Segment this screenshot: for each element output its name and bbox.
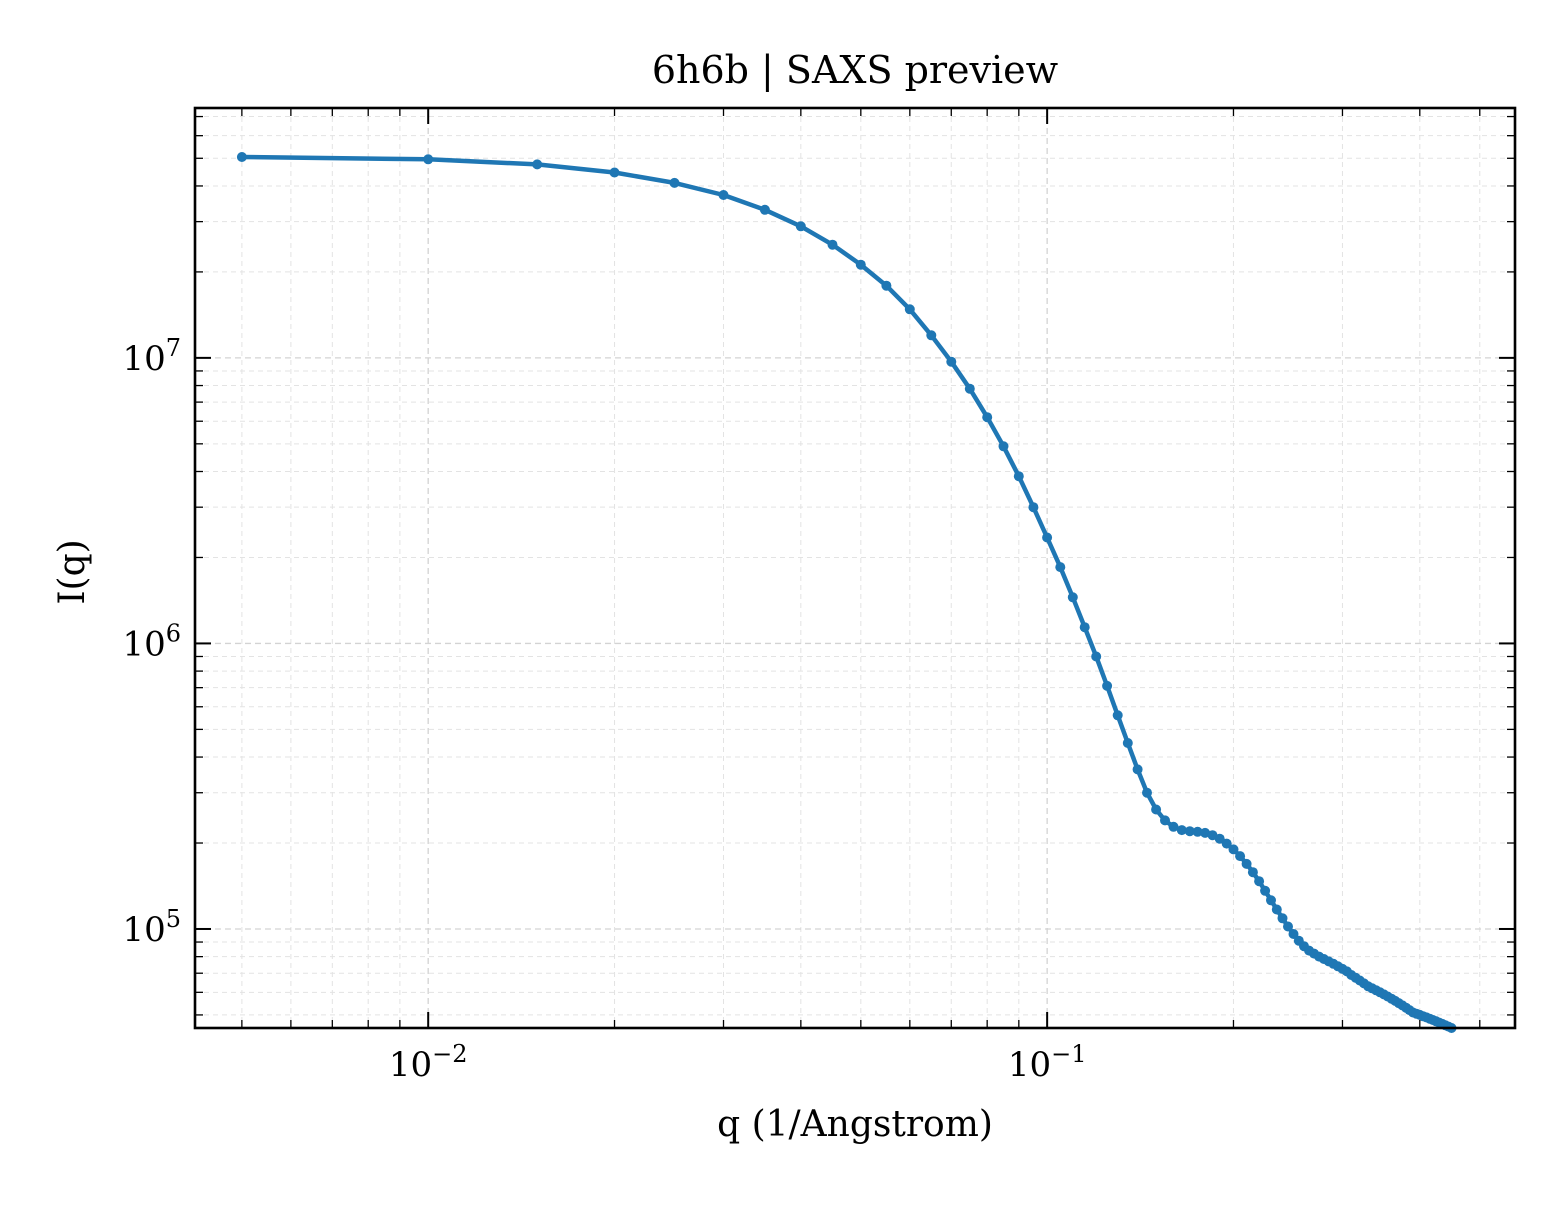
data-point xyxy=(1079,622,1090,633)
data-point xyxy=(669,177,680,188)
grid xyxy=(195,108,1515,1028)
data-point xyxy=(1042,532,1053,543)
chart-title: 6h6b | SAXS preview xyxy=(652,48,1059,92)
data-point xyxy=(1221,838,1232,849)
data-point xyxy=(1228,844,1239,855)
x-tick-exponent: −2 xyxy=(432,1040,467,1068)
data-point xyxy=(1028,502,1039,513)
data-point xyxy=(1176,825,1187,836)
data-point xyxy=(1013,471,1024,482)
axis-ticks xyxy=(195,108,1515,1028)
data-point xyxy=(1260,885,1271,896)
data-point xyxy=(423,154,434,165)
data-point xyxy=(946,356,957,367)
data-point xyxy=(926,330,937,341)
data-point xyxy=(1160,815,1170,826)
data-point xyxy=(1112,710,1123,721)
data-point xyxy=(1235,851,1246,862)
data-point xyxy=(1277,913,1288,924)
data-point xyxy=(1283,921,1293,932)
x-axis-label: q (1/Angstrom) xyxy=(717,1104,993,1145)
data-point xyxy=(904,304,915,315)
data-point xyxy=(1266,895,1276,906)
data-point xyxy=(982,412,993,423)
data-point xyxy=(1288,929,1299,939)
data-point xyxy=(1102,680,1113,691)
data-point xyxy=(1091,651,1102,662)
x-tick-label: 10−2 xyxy=(389,1040,468,1085)
data-point xyxy=(236,152,247,162)
data-point xyxy=(1067,592,1078,603)
data-point xyxy=(964,383,975,394)
x-tick-exponent: −1 xyxy=(1051,1040,1086,1068)
y-tick-label: 107 xyxy=(122,334,181,379)
data-point xyxy=(1055,562,1066,573)
x-tick-label: 10−1 xyxy=(1008,1040,1087,1085)
y-tick-label: 105 xyxy=(122,905,181,950)
y-tick-label: 106 xyxy=(122,619,181,664)
data-point xyxy=(532,159,543,170)
data-point xyxy=(1247,867,1258,878)
data-point xyxy=(1132,764,1143,775)
data-point xyxy=(1122,738,1133,748)
y-tick-exponent: 7 xyxy=(166,334,181,362)
data-point xyxy=(1142,787,1152,798)
x-tick-labels: 10−2 10−1 xyxy=(389,1040,1087,1085)
data-point xyxy=(1184,826,1195,837)
y-tick-exponent: 5 xyxy=(166,905,181,933)
data-point xyxy=(759,204,770,215)
y-tick-exponent: 6 xyxy=(166,619,181,647)
data-point xyxy=(1214,833,1225,844)
data-point xyxy=(827,239,838,250)
data-point xyxy=(1241,858,1252,869)
data-point xyxy=(881,280,892,291)
data-point xyxy=(1192,826,1203,837)
data-point xyxy=(855,259,866,270)
data-point xyxy=(718,190,729,200)
y-axis-label: I(q) xyxy=(52,539,93,604)
data-point xyxy=(1168,821,1179,832)
data-point xyxy=(1254,876,1265,887)
plot-frame xyxy=(193,106,1517,1030)
data-point xyxy=(1151,804,1162,815)
data-point xyxy=(1271,904,1282,915)
data-point xyxy=(998,441,1009,452)
data-point xyxy=(795,221,806,232)
data-point xyxy=(609,167,620,178)
y-tick-labels: 105 106 107 xyxy=(122,334,181,950)
